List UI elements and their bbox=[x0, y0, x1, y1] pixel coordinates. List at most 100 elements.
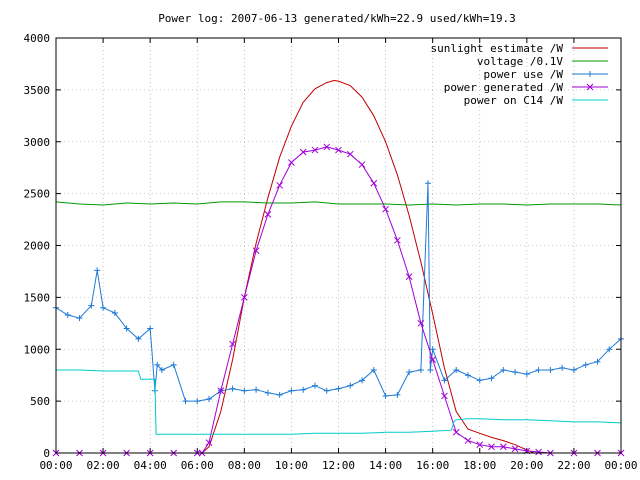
data-point bbox=[64, 312, 71, 319]
data-point bbox=[441, 377, 448, 384]
data-point bbox=[264, 211, 272, 218]
series-power-on-c14-w bbox=[56, 369, 622, 435]
data-point bbox=[370, 367, 377, 373]
data-point bbox=[147, 325, 154, 332]
data-point bbox=[288, 387, 295, 394]
data-point bbox=[111, 309, 118, 316]
data-point bbox=[276, 391, 283, 398]
data-point bbox=[299, 148, 307, 156]
series-sunlight-estimate-w bbox=[201, 79, 535, 454]
data-point bbox=[453, 367, 460, 373]
data-point bbox=[346, 150, 354, 158]
x-tick-label: 12:00 bbox=[322, 459, 355, 472]
y-tick-label: 1000 bbox=[24, 343, 51, 356]
data-point bbox=[464, 437, 472, 444]
legend-item: power use /W bbox=[484, 68, 608, 81]
data-point bbox=[582, 361, 589, 368]
series-line bbox=[55, 201, 622, 206]
data-point bbox=[182, 398, 189, 405]
data-point bbox=[427, 367, 434, 373]
data-point bbox=[382, 205, 389, 213]
data-point bbox=[170, 361, 177, 368]
legend-marker bbox=[586, 83, 594, 91]
x-tick-label: 02:00 bbox=[87, 459, 120, 472]
series-line bbox=[56, 369, 622, 435]
data-point bbox=[606, 346, 613, 353]
data-point bbox=[382, 392, 389, 399]
data-point bbox=[417, 367, 424, 373]
data-point bbox=[154, 361, 161, 368]
data-point bbox=[276, 181, 283, 189]
x-tick-label: 00:00 bbox=[604, 459, 637, 472]
data-point bbox=[476, 441, 484, 449]
data-point bbox=[323, 143, 331, 151]
data-point bbox=[94, 267, 101, 274]
data-point bbox=[417, 319, 425, 327]
x-tick-label: 14:00 bbox=[369, 459, 402, 472]
series-layer bbox=[52, 79, 625, 457]
data-point bbox=[500, 367, 507, 373]
data-point bbox=[535, 367, 542, 373]
data-point bbox=[311, 382, 318, 389]
data-point bbox=[288, 159, 295, 166]
legend-item: sunlight estimate /W bbox=[431, 42, 608, 55]
data-point bbox=[488, 375, 495, 382]
y-tick-label: 2500 bbox=[24, 188, 51, 201]
data-point bbox=[229, 385, 236, 392]
data-point bbox=[264, 389, 271, 396]
chart-title: Power log: 2007-06-13 generated/kWh=22.9… bbox=[158, 12, 516, 25]
data-point bbox=[205, 439, 213, 446]
legend-label: voltage /0.1V bbox=[477, 55, 563, 68]
data-point bbox=[452, 428, 460, 436]
data-point bbox=[100, 304, 107, 311]
data-point bbox=[535, 448, 542, 456]
x-tick-label: 20:00 bbox=[510, 459, 543, 472]
data-point bbox=[323, 387, 330, 394]
legend-marker bbox=[587, 71, 593, 77]
data-point bbox=[429, 356, 437, 363]
x-tick-label: 18:00 bbox=[463, 459, 496, 472]
data-point bbox=[547, 367, 554, 373]
data-point bbox=[594, 358, 601, 365]
x-tick-label: 00:00 bbox=[39, 459, 72, 472]
y-tick-label: 0 bbox=[43, 447, 50, 460]
data-point bbox=[370, 179, 378, 187]
legend-label: power generated /W bbox=[444, 81, 564, 94]
data-point bbox=[523, 371, 530, 378]
plot-frame bbox=[55, 37, 622, 454]
data-point bbox=[405, 273, 413, 280]
y-tick-label: 2000 bbox=[24, 240, 51, 253]
y-tick-label: 4000 bbox=[24, 32, 51, 45]
data-point bbox=[335, 146, 342, 154]
data-point bbox=[241, 387, 248, 394]
x-tick-label: 08:00 bbox=[228, 459, 261, 472]
data-point bbox=[512, 369, 519, 376]
x-tick-label: 16:00 bbox=[416, 459, 449, 472]
data-point bbox=[240, 294, 248, 301]
data-point bbox=[570, 367, 577, 373]
data-point bbox=[158, 367, 165, 373]
legend-item: power generated /W bbox=[444, 81, 608, 94]
y-axis: 0 500 1000 1500 2000 2500 3000 3500 4000 bbox=[24, 32, 621, 460]
data-point bbox=[406, 369, 413, 376]
data-point bbox=[123, 325, 130, 332]
legend-item: voltage /0.1V bbox=[477, 55, 608, 68]
data-point bbox=[511, 445, 519, 453]
data-point bbox=[429, 346, 436, 353]
data-point bbox=[424, 180, 431, 187]
y-tick-label: 3000 bbox=[24, 136, 51, 149]
data-point bbox=[217, 387, 225, 395]
legend-item: power on C14 /W bbox=[464, 94, 608, 107]
x-axis: 00:00 02:00 04:00 06:00 08:00 10:00 12:00 14:00… bbox=[39, 38, 638, 472]
data-point bbox=[206, 396, 213, 403]
data-point bbox=[252, 247, 260, 255]
data-point bbox=[359, 377, 366, 384]
series-power-use-w bbox=[53, 180, 624, 405]
data-point bbox=[476, 377, 483, 384]
y-tick-label: 500 bbox=[30, 395, 50, 408]
data-point bbox=[488, 443, 495, 451]
data-point bbox=[499, 443, 507, 451]
data-point bbox=[394, 391, 401, 398]
